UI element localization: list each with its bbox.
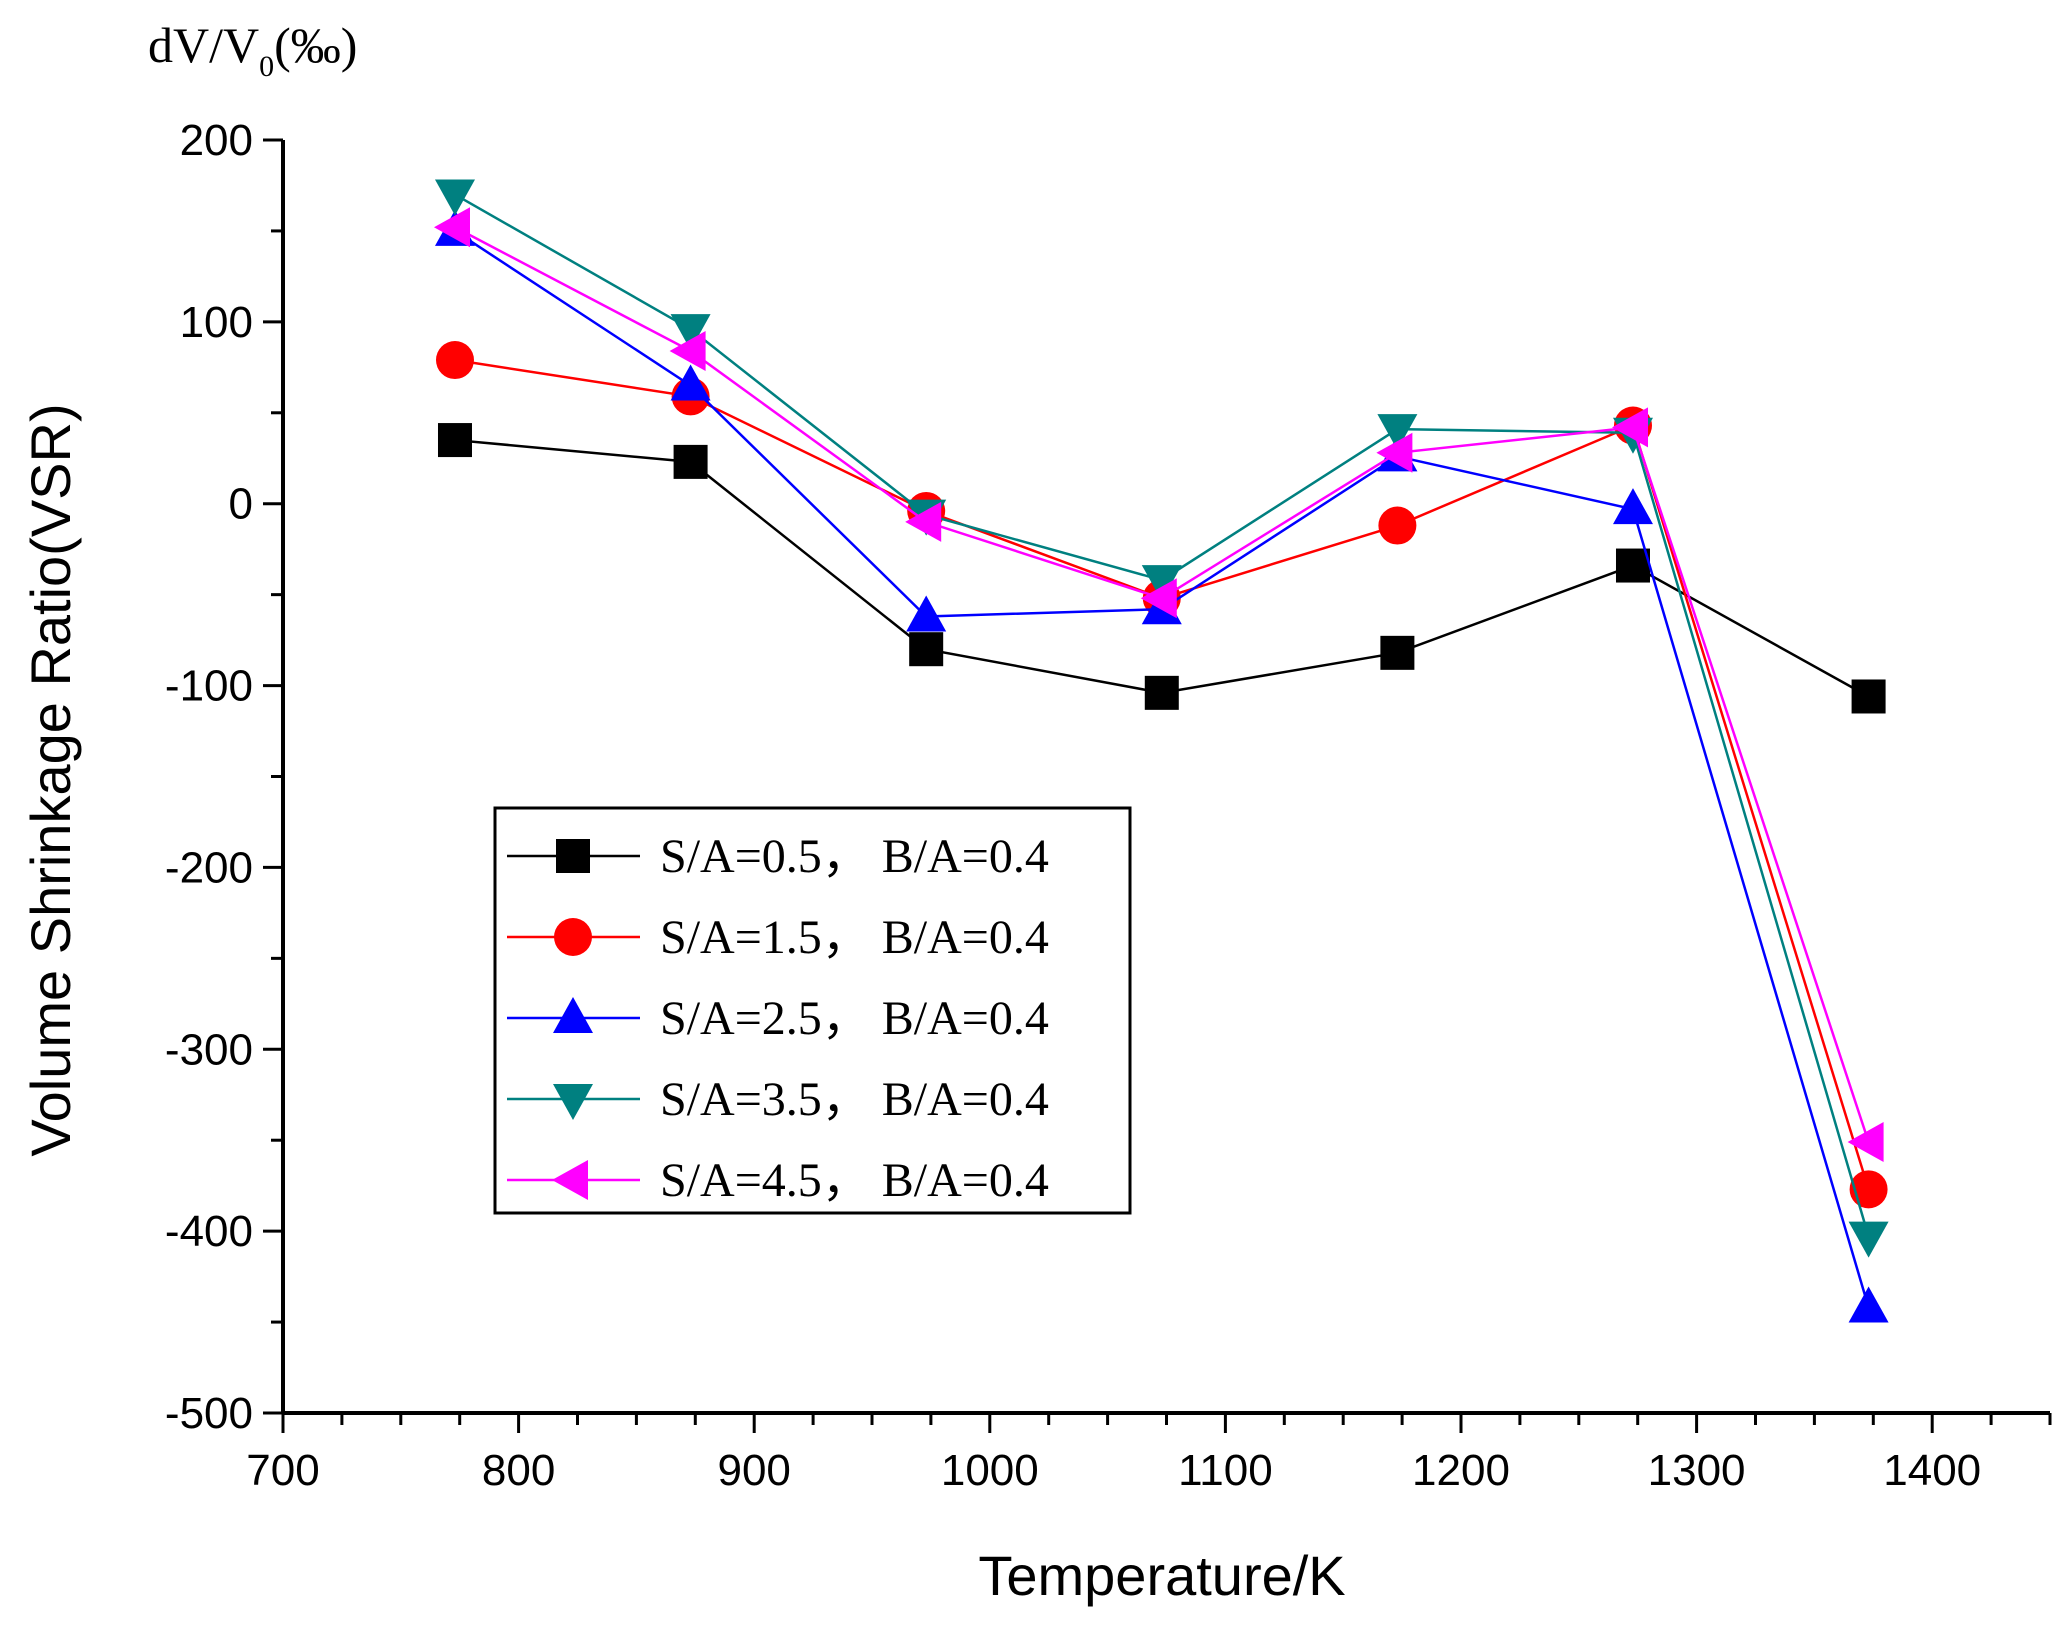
series-layer	[433, 179, 1889, 1323]
series-1	[437, 423, 1886, 714]
x-tick-label: 1000	[941, 1446, 1039, 1495]
data-point	[433, 207, 470, 248]
legend-item: S/A=3.5， B/A=0.4	[507, 1073, 1049, 1126]
data-point	[1851, 679, 1886, 714]
y-tick-label: -200	[165, 843, 253, 892]
y-tick-label: 100	[180, 298, 253, 347]
data-point	[670, 364, 711, 401]
data-point	[670, 314, 711, 351]
data-point	[673, 444, 708, 479]
y-tick-label: -500	[165, 1389, 253, 1438]
data-point	[1611, 407, 1648, 448]
data-point	[1848, 1221, 1889, 1258]
data-point	[1615, 548, 1650, 583]
data-point	[905, 501, 942, 542]
y-unit-prefix: dV/V	[148, 17, 259, 73]
legend-label: S/A=1.5， B/A=0.4	[660, 911, 1049, 964]
legend-label: S/A=4.5， B/A=0.4	[660, 1154, 1049, 1207]
x-tick-label: 1400	[1883, 1446, 1981, 1495]
data-point	[1380, 635, 1415, 670]
legend-label: S/A=0.5， B/A=0.4	[660, 830, 1049, 883]
y-axis-title: Volume Shrinkage Ratio(VSR)	[19, 403, 82, 1156]
y-unit-label: dV/V0(‰)	[148, 17, 357, 83]
x-tick-label: 900	[717, 1446, 790, 1495]
x-tick-label: 1200	[1412, 1446, 1510, 1495]
legend-label: S/A=2.5， B/A=0.4	[660, 992, 1049, 1045]
data-point	[437, 423, 472, 458]
data-point	[1847, 1122, 1884, 1163]
y-tick-label: -300	[165, 1025, 253, 1074]
legend-marker	[552, 1160, 588, 1200]
legend-item: S/A=1.5， B/A=0.4	[507, 911, 1049, 964]
data-point	[1848, 1286, 1889, 1323]
data-point	[1377, 414, 1418, 451]
legend-item: S/A=4.5， B/A=0.4	[507, 1154, 1049, 1207]
data-point	[1140, 578, 1177, 619]
legend-marker	[553, 997, 593, 1033]
data-point	[434, 179, 475, 216]
x-tick-label: 800	[482, 1446, 555, 1495]
legend-marker	[554, 918, 592, 956]
y-unit-subscript: 0	[259, 50, 274, 83]
y-tick-label: 200	[180, 116, 253, 165]
x-tick-label: 1300	[1648, 1446, 1746, 1495]
data-point	[1376, 432, 1413, 473]
data-point	[1849, 1170, 1888, 1209]
x-axis-title: Temperature/K	[978, 1544, 1345, 1607]
data-point	[906, 595, 947, 632]
legend-item: S/A=0.5， B/A=0.4	[507, 830, 1049, 883]
legend-box	[493, 806, 1132, 1215]
legend-item: S/A=2.5， B/A=0.4	[507, 992, 1049, 1045]
data-point	[1612, 488, 1653, 525]
series-5	[433, 207, 1884, 1163]
legend-marker	[556, 839, 590, 873]
y-tick-label: -100	[165, 662, 253, 711]
y-tick-label: -400	[165, 1207, 253, 1256]
legend-label: S/A=3.5， B/A=0.4	[660, 1073, 1049, 1126]
data-point	[669, 330, 706, 371]
data-point	[909, 632, 944, 667]
data-point	[1144, 675, 1179, 710]
y-unit-suffix: (‰)	[274, 17, 357, 73]
legend: S/A=0.5， B/A=0.4 S/A=1.5， B/A=0.4 S/A=2.5，…	[493, 806, 1132, 1215]
x-tick-label: 700	[246, 1446, 319, 1495]
data-point	[1141, 565, 1182, 602]
legend-marker	[553, 1084, 593, 1120]
y-tick-label: 0	[229, 480, 253, 529]
data-point	[1378, 506, 1417, 545]
x-tick-label: 1100	[1178, 1446, 1273, 1495]
data-point	[435, 341, 474, 380]
